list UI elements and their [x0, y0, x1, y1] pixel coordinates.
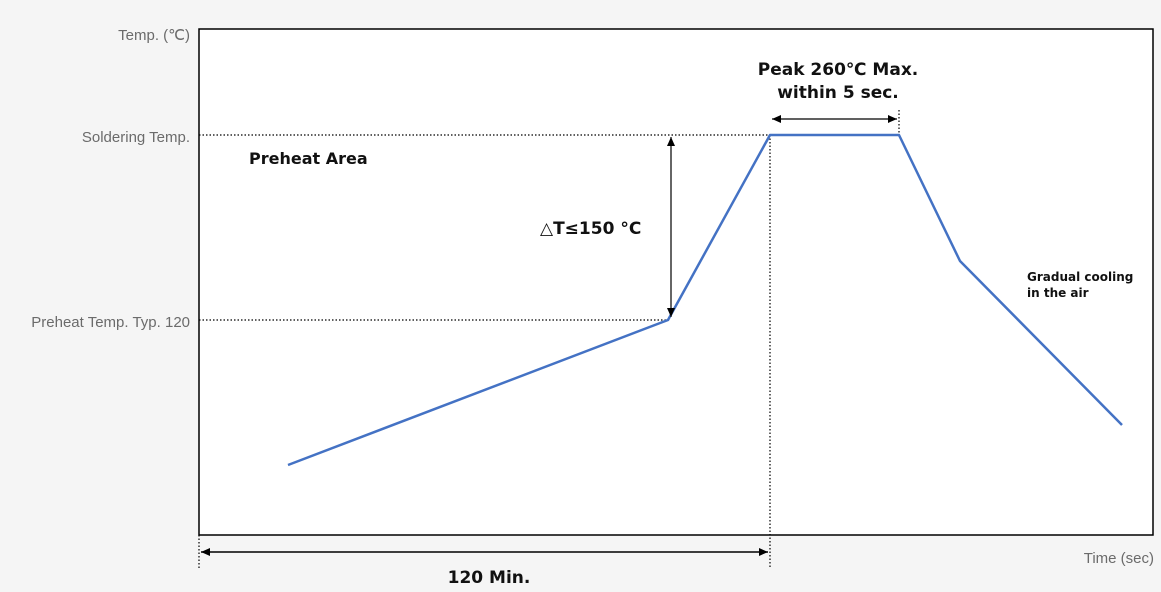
- preheat-temp-label: Preheat Temp. Typ. 120: [31, 314, 190, 331]
- duration-label: 120 Min.: [448, 568, 531, 588]
- cooling-label-line2: in the air: [1027, 286, 1089, 300]
- peak-label-line1: Peak 260℃ Max.: [758, 60, 919, 80]
- soldering-temp-label: Soldering Temp.: [82, 129, 190, 146]
- temperature-profile-line: [287, 133, 1123, 467]
- cooling-label-line1: Gradual cooling: [1027, 270, 1133, 284]
- delta-t-label: △T≤150 °C: [540, 219, 641, 239]
- preheat-area-label: Preheat Area: [249, 149, 368, 168]
- peak-label-line2: within 5 sec.: [777, 83, 899, 103]
- plot-frame: [198, 28, 1154, 536]
- x-axis-title: Time (sec): [1084, 550, 1154, 567]
- y-axis-title: Temp. (℃): [118, 27, 190, 44]
